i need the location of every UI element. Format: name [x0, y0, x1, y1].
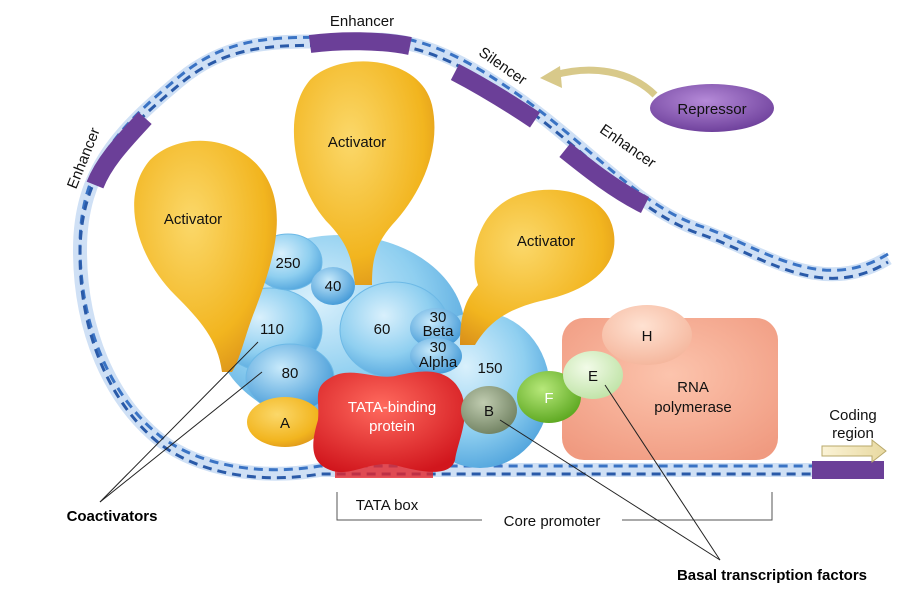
core-promoter-bracket: [336, 492, 773, 521]
activator-left: [134, 140, 277, 372]
factor-h: [602, 305, 692, 365]
activator-left-label: Activator: [164, 211, 222, 228]
factor-f: [517, 371, 581, 423]
repressor-arrow: [554, 66, 658, 98]
coding-region-arrow: [821, 438, 887, 464]
repressor: [650, 84, 774, 132]
coding-region-label-2: region: [832, 425, 874, 442]
activator-right: [460, 189, 615, 345]
basal-pointer-lines: [499, 384, 721, 561]
subunit-30-alpha-name: Alpha: [419, 354, 458, 371]
enhancer-top-label: Enhancer: [330, 13, 394, 30]
basal-transcription-factors-label: Basal transcription factors: [677, 567, 867, 584]
factor-a: [247, 397, 323, 447]
enhancer-left-segment: [86, 111, 152, 189]
subunit-40-label: 40: [325, 278, 342, 295]
activator-right-label: Activator: [517, 233, 575, 250]
enhancer-right-segment: [559, 142, 650, 214]
activator-top: [293, 61, 435, 286]
rna-polymerase-label-1: RNA: [677, 379, 709, 396]
tbp-label-2: protein: [369, 418, 415, 435]
enhancer-top-segment: [308, 32, 412, 55]
subunit-150-label: 150: [477, 360, 502, 377]
factor-e-label: E: [588, 368, 598, 385]
coding-region-segment: [812, 461, 884, 479]
subunit-30-beta-number: 30: [430, 309, 447, 326]
rna-polymerase-label-2: polymerase: [654, 399, 732, 416]
tata-box-label: TATA box: [356, 497, 419, 514]
factor-e: [563, 351, 623, 399]
coding-region-label-1: Coding: [829, 407, 877, 424]
subunit-60-label: 60: [374, 321, 391, 338]
tbp-label-1: TATA-binding: [348, 399, 436, 416]
subunit-110-label: 110: [260, 321, 284, 338]
tata-binding-protein: [313, 371, 465, 473]
factor-f-label: F: [544, 390, 553, 407]
factor-b-label: B: [484, 403, 494, 420]
core-promoter-label: Core promoter: [504, 513, 601, 530]
factor-h-label: H: [642, 328, 653, 345]
coactivators-label: Coactivators: [67, 508, 158, 525]
subunit-250-label: 250: [275, 255, 300, 272]
subunit-80-label: 80: [282, 365, 299, 382]
subunit-40: [311, 267, 355, 305]
subunit-30-alpha-number: 30: [430, 339, 447, 356]
subunit-30-beta-name: Beta: [423, 323, 455, 340]
factor-a-label: A: [280, 415, 290, 432]
coactivator-pointer-lines: [99, 341, 263, 503]
dna-strand: [72, 32, 892, 481]
silencer-segment: [450, 64, 540, 128]
repressor-label: Repressor: [677, 101, 746, 118]
repressor-arrowhead: [540, 66, 562, 88]
activator-top-label: Activator: [328, 134, 386, 151]
